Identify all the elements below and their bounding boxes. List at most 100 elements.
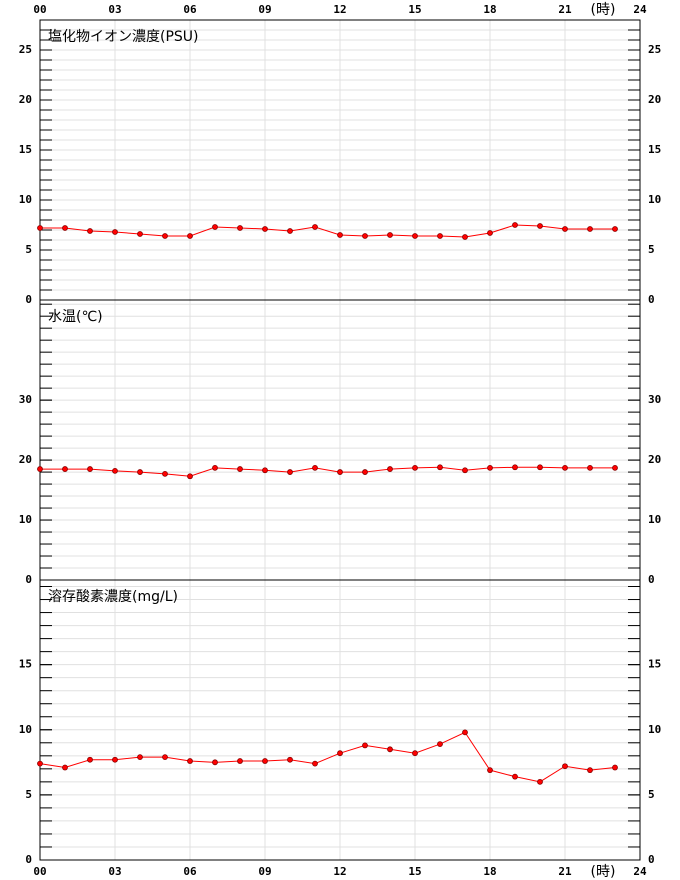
data-point xyxy=(362,233,368,239)
data-point xyxy=(437,464,443,471)
data-point xyxy=(462,234,468,240)
data-point xyxy=(412,750,418,757)
x-unit-label: (時) xyxy=(591,864,616,880)
x-tick-label: 00 xyxy=(33,865,46,878)
data-point xyxy=(187,233,193,239)
data-point xyxy=(437,741,443,747)
data-point xyxy=(362,469,368,475)
y-tick-label: 5 xyxy=(648,243,655,256)
y-tick-label: 0 xyxy=(25,293,32,306)
y-tick-label: 10 xyxy=(648,723,661,736)
data-point xyxy=(112,229,118,235)
data-point xyxy=(112,756,118,763)
x-unit-label: (時) xyxy=(591,2,616,18)
data-point xyxy=(262,467,268,474)
x-tick-label: 12 xyxy=(333,865,346,878)
y-tick-label: 0 xyxy=(648,573,655,586)
data-point xyxy=(412,464,418,471)
panel-frame xyxy=(39,579,641,861)
data-point xyxy=(512,773,518,780)
x-tick-label: 03 xyxy=(108,865,121,878)
data-point xyxy=(562,464,568,471)
data-point xyxy=(287,228,293,234)
data-point xyxy=(87,228,93,234)
y-tick-label: 25 xyxy=(648,43,661,56)
data-point xyxy=(187,473,193,480)
series-line xyxy=(39,731,616,783)
x-tick-label: 12 xyxy=(333,3,346,16)
data-point xyxy=(487,767,493,774)
data-point xyxy=(87,466,93,472)
data-point xyxy=(212,464,218,471)
data-point xyxy=(162,754,168,761)
panel-title: 塩化物イオン濃度(PSU) xyxy=(48,29,199,45)
data-point xyxy=(587,767,593,774)
y-tick-label: 10 xyxy=(648,193,661,206)
data-point xyxy=(37,466,43,472)
y-tick-label: 0 xyxy=(648,853,655,866)
y-tick-label: 20 xyxy=(19,93,32,106)
x-tick-label: 15 xyxy=(408,865,421,878)
x-tick-label: 06 xyxy=(183,865,197,878)
data-point xyxy=(62,225,68,231)
data-point xyxy=(462,467,468,474)
data-point xyxy=(312,224,318,230)
x-tick-label: 18 xyxy=(483,3,496,16)
data-point xyxy=(62,466,68,472)
data-point xyxy=(587,464,593,471)
y-tick-label: 30 xyxy=(19,393,32,406)
data-point xyxy=(37,760,43,767)
y-tick-label: 5 xyxy=(25,243,32,256)
y-tick-label: 0 xyxy=(648,293,655,306)
data-point xyxy=(587,226,593,232)
panel-title: 溶存酸素濃度(mg/L) xyxy=(48,589,178,605)
y-tick-label: 20 xyxy=(648,453,661,466)
data-point xyxy=(537,464,543,471)
data-point xyxy=(162,233,168,239)
data-point xyxy=(612,226,618,232)
data-point xyxy=(62,764,68,771)
data-point xyxy=(612,764,618,771)
y-tick-label: 15 xyxy=(648,143,661,156)
data-point xyxy=(462,729,468,736)
y-tick-label: 5 xyxy=(25,788,32,801)
x-tick-label: 24 xyxy=(633,3,647,16)
data-point xyxy=(312,464,318,471)
data-point xyxy=(512,222,518,228)
x-tick-label: 03 xyxy=(108,3,121,16)
y-tick-label: 30 xyxy=(648,393,661,406)
y-tick-label: 10 xyxy=(648,513,661,526)
data-point xyxy=(412,233,418,239)
data-point xyxy=(537,778,543,785)
data-point xyxy=(237,225,243,231)
x-tick-label: 09 xyxy=(258,3,271,16)
data-point xyxy=(137,469,143,475)
data-point xyxy=(87,756,93,763)
data-point xyxy=(237,466,243,472)
data-point xyxy=(287,469,293,475)
data-point xyxy=(612,464,618,471)
data-point xyxy=(487,464,493,471)
data-point xyxy=(212,759,218,766)
x-tick-label: 09 xyxy=(258,865,271,878)
data-point xyxy=(562,763,568,770)
x-tick-label: 21 xyxy=(558,865,572,878)
x-tick-label: 00 xyxy=(33,3,46,16)
data-point xyxy=(337,750,343,757)
x-tick-label: 24 xyxy=(633,865,647,878)
y-tick-label: 20 xyxy=(19,453,32,466)
y-tick-label: 25 xyxy=(19,43,32,56)
series-line xyxy=(40,224,615,238)
x-tick-label: 06 xyxy=(183,3,197,16)
data-point xyxy=(212,224,218,230)
data-point xyxy=(537,223,543,229)
y-tick-label: 10 xyxy=(19,513,32,526)
data-point xyxy=(237,758,243,764)
data-point xyxy=(262,758,268,764)
y-tick-label: 5 xyxy=(648,788,655,801)
data-point xyxy=(187,758,193,764)
series-line xyxy=(40,466,615,477)
data-point xyxy=(437,233,443,239)
data-point xyxy=(512,464,518,471)
data-point xyxy=(287,756,293,763)
